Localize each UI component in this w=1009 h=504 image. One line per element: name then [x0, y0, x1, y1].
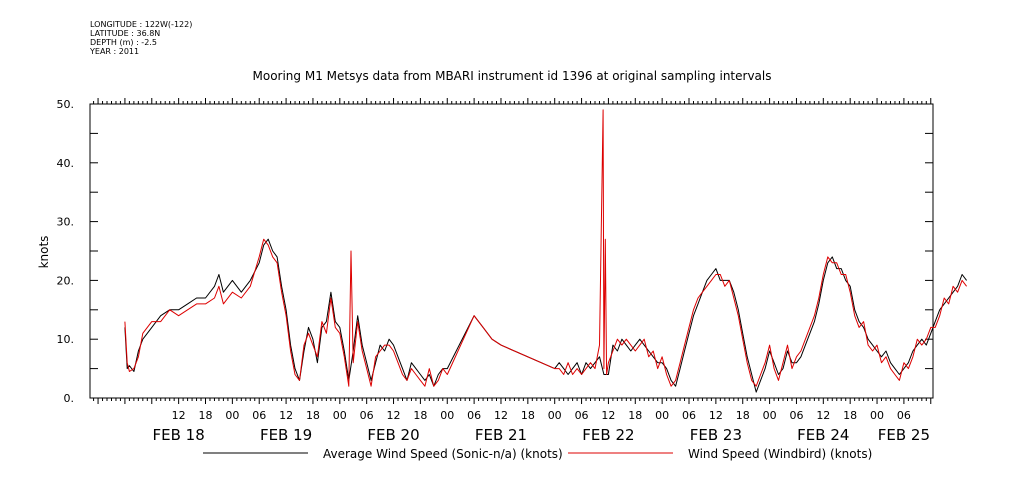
- x-tick-label: 18: [628, 409, 642, 422]
- x-tick-label: 00: [548, 409, 562, 422]
- y-tick-label: 20.: [57, 274, 75, 287]
- x-day-label: FEB 19: [260, 426, 312, 444]
- x-tick-label: 06: [252, 409, 266, 422]
- x-day-label: FEB 18: [153, 426, 205, 444]
- x-tick-label: 06: [897, 409, 911, 422]
- x-tick-label: 06: [789, 409, 803, 422]
- series-line-windbird-wind-speed: [124, 109, 967, 387]
- x-axis: 12 18 00 06 12 18 00 06 12 18 00 06 12 18 00 06 12 18 00 06…: [93, 98, 932, 444]
- x-day-label: FEB 23: [690, 426, 742, 444]
- x-day-label: FEB 22: [582, 426, 634, 444]
- x-tick-label: 12: [494, 409, 508, 422]
- y-tick-label: 10.: [57, 333, 75, 346]
- y-axis: 0. 10. 20. 30. 40. 50.: [57, 98, 933, 405]
- x-tick-label: 12: [601, 409, 615, 422]
- x-tick-label: 00: [870, 409, 884, 422]
- series-line-average-wind-speed: [124, 238, 967, 393]
- x-tick-label: 18: [306, 409, 320, 422]
- x-tick-label: 18: [521, 409, 535, 422]
- latitude-text: LATITUDE : 36.8N: [90, 29, 161, 38]
- year-text: YEAR : 2011: [90, 47, 140, 56]
- x-tick-label: 06: [682, 409, 696, 422]
- x-tick-label: 18: [736, 409, 750, 422]
- x-tick-label: 18: [199, 409, 213, 422]
- x-tick-label: 00: [440, 409, 454, 422]
- y-tick-label: 30.: [57, 216, 75, 229]
- x-tick-label: 00: [655, 409, 669, 422]
- x-tick-label: 06: [467, 409, 481, 422]
- x-tick-label: 12: [387, 409, 401, 422]
- plot-frame: [89, 103, 934, 399]
- y-axis-label: knots: [37, 236, 51, 269]
- x-tick-label: 18: [843, 409, 857, 422]
- x-tick-label: 12: [709, 409, 723, 422]
- y-tick-label: 0.: [64, 392, 75, 405]
- x-tick-label: 00: [333, 409, 347, 422]
- x-tick-label: 12: [279, 409, 293, 422]
- x-tick-label: 06: [575, 409, 589, 422]
- x-tick-label: 12: [172, 409, 186, 422]
- x-tick-label: 06: [360, 409, 374, 422]
- legend: Average Wind Speed (Sonic-n/a) (knots) Wi…: [203, 447, 872, 461]
- x-tick-label: 00: [763, 409, 777, 422]
- legend-label: Average Wind Speed (Sonic-n/a) (knots): [323, 447, 563, 461]
- series-group: [124, 109, 967, 393]
- x-day-label: FEB 25: [878, 426, 930, 444]
- y-tick-label: 40.: [57, 157, 75, 170]
- longitude-text: LONGITUDE : 122W(-122): [90, 20, 193, 29]
- x-tick-label: 00: [225, 409, 239, 422]
- x-day-label: FEB 20: [367, 426, 419, 444]
- metadata-block: LONGITUDE : 122W(-122) LATITUDE : 36.8N …: [90, 20, 192, 56]
- chart-title: Mooring M1 Metsys data from MBARI instru…: [253, 69, 772, 83]
- depth-text: DEPTH (m) : -2.5: [90, 38, 157, 47]
- x-day-label: FEB 21: [475, 426, 527, 444]
- x-day-label: FEB 24: [797, 426, 849, 444]
- x-tick-label: 18: [413, 409, 427, 422]
- x-tick-label: 12: [816, 409, 830, 422]
- legend-label: Wind Speed (Windbird) (knots): [688, 447, 872, 461]
- y-tick-label: 50.: [57, 98, 75, 111]
